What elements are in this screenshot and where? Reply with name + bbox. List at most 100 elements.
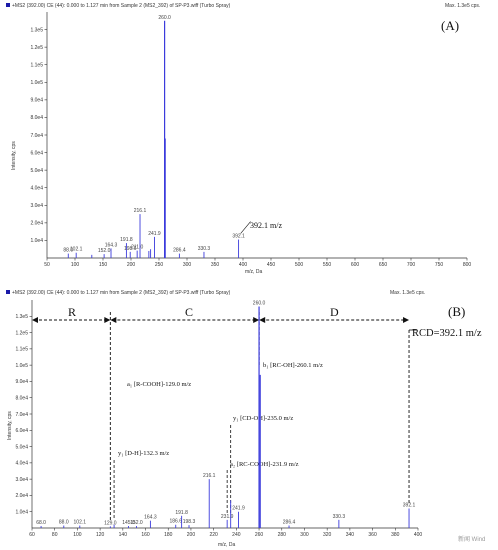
y-tick-label-a: 1.0e5	[30, 80, 43, 86]
peak-label-b: 231.9	[221, 514, 234, 520]
annotation-b-3: y₁ [D-H]-132.3 m/z	[118, 450, 169, 457]
y-tick-label-b: 9.0e4	[15, 379, 28, 385]
peak-label-a: 102.1	[70, 247, 83, 253]
peak-label-a: 152.0	[98, 248, 111, 254]
peak-label-a: 241.9	[148, 231, 161, 237]
peak-label-b: 145.0	[122, 520, 135, 526]
annotation-arrow-a	[240, 221, 251, 234]
x-tick-label-b: 260	[255, 532, 264, 538]
y-tick-label-a: 1.3e5	[30, 27, 43, 33]
peak-label-b: 68.0	[36, 520, 46, 526]
y-tick-label-b: 1.0e4	[15, 510, 28, 516]
ticks-b: 60 80 100 120 140 160 180 200 220 240 260 280 300 320…	[15, 300, 422, 538]
annotation-b-4: a₂ [RC-COOH]-231.9 m/z	[230, 461, 299, 468]
peak-label-a: 88.0	[63, 248, 73, 254]
panel-label-a: (A)	[441, 18, 459, 33]
peak-label-a: 191.8	[120, 237, 133, 243]
header-marker-a	[6, 3, 10, 7]
peak-label-b: 191.8	[175, 510, 188, 516]
x-tick-label-a: 800	[463, 262, 472, 268]
annotation-b-2: y₁ [CD-OH]-235.0 m/z	[233, 415, 293, 422]
peak-label-a: 164.3	[105, 242, 118, 248]
segment-d: D	[330, 305, 339, 319]
rcd-label: RCD=392.1 m/z	[412, 328, 482, 339]
peak-label-b: 88.0	[59, 520, 69, 526]
x-tick-label-b: 300	[300, 532, 309, 538]
y-tick-label-a: 1.2e5	[30, 45, 43, 51]
peak-label-b: 164.3	[144, 515, 157, 521]
max-label-a: Max. 1.3e5 cps.	[445, 3, 480, 9]
x-tick-label-a: 450	[267, 262, 276, 268]
x-tick-label-b: 160	[141, 532, 150, 538]
peak-label-b: 392.1	[403, 502, 416, 508]
y-tick-label-b: 2.0e4	[15, 493, 28, 499]
x-tick-label-b: 340	[346, 532, 355, 538]
x-tick-label-a: 200	[127, 262, 136, 268]
arrowhead-left	[110, 317, 117, 323]
y-tick-label-a: 7.0e4	[30, 133, 43, 139]
ticks-a: 50 100 150 200 250 300 350 400 450 500 550 600 650 70…	[30, 12, 471, 268]
y-tick-label-b: 7.0e4	[15, 412, 28, 418]
y-tick-label-b: 5.0e4	[15, 444, 28, 450]
annotation-b-1: b₁ [RC-OH]-260.1 m/z	[263, 362, 323, 369]
x-tick-label-b: 100	[73, 532, 82, 538]
peak-label-a: 330.3	[198, 246, 211, 252]
arrowhead-left	[32, 317, 38, 323]
x-tick-label-b: 380	[391, 532, 400, 538]
y-tick-label-a: 2.0e4	[30, 221, 43, 227]
annotation-a: 392.1 m/z	[250, 221, 282, 230]
y-tick-label-a: 6.0e4	[30, 150, 43, 156]
peak-label-a: 260.0	[158, 15, 171, 21]
y-tick-label-a: 4.0e4	[30, 186, 43, 192]
x-tick-label-b: 80	[52, 532, 58, 538]
ylabel-a: Intensity, cps	[11, 141, 17, 170]
y-tick-label-b: 1.2e5	[15, 330, 28, 336]
header-b: +MS2 (392.00) CE (44): 0.000 to 1.127 mi…	[12, 290, 231, 296]
peak-label-b: 129.0	[104, 520, 117, 526]
arrowhead-right	[253, 317, 260, 323]
panel-a: +MS2 (392.00) CE (44): 0.000 to 1.127 mi…	[6, 3, 480, 275]
x-tick-label-a: 500	[295, 262, 304, 268]
peak-label-a: 216.1	[134, 208, 147, 214]
x-tick-label-b: 220	[209, 532, 218, 538]
y-tick-label-b: 3.0e4	[15, 477, 28, 483]
y-tick-label-b: 6.0e4	[15, 428, 28, 434]
ylabel-b: Intensity, cps	[7, 411, 13, 440]
peak-label-b: 198.3	[183, 519, 196, 525]
y-tick-label-a: 9.0e4	[30, 98, 43, 104]
segment-c: C	[185, 305, 193, 319]
max-label-b: Max. 1.3e5 cps.	[390, 290, 425, 296]
xlabel-b: m/z, Da	[218, 542, 235, 548]
x-tick-label-b: 180	[164, 532, 173, 538]
arrowhead-left	[259, 317, 266, 323]
x-tick-label-a: 700	[407, 262, 416, 268]
xlabel-a: m/z, Da	[245, 269, 262, 275]
x-tick-label-a: 550	[323, 262, 332, 268]
segment-r: R	[68, 305, 76, 319]
x-tick-label-b: 60	[29, 532, 35, 538]
x-tick-label-b: 320	[323, 532, 332, 538]
panel-b: +MS2 (392.00) CE (44): 0.000 to 1.127 mi…	[6, 290, 482, 548]
peak-label-a: 286.4	[173, 248, 186, 254]
peak-label-a: 198.6	[124, 246, 137, 252]
annotation-b-0: a₁ [R-COOH]-129.0 m/z	[127, 381, 191, 388]
x-tick-label-a: 750	[435, 262, 444, 268]
x-tick-label-a: 400	[239, 262, 248, 268]
y-tick-label-a: 3.0e4	[30, 203, 43, 209]
y-tick-label-b: 8.0e4	[15, 396, 28, 402]
segment-overlay	[32, 312, 418, 520]
peak-label-b: 186.6	[169, 519, 182, 525]
y-tick-label-a: 1.0e4	[30, 238, 43, 244]
x-tick-label-a: 350	[211, 262, 220, 268]
x-tick-label-b: 200	[187, 532, 196, 538]
peak-label-b: 286.4	[283, 520, 296, 526]
x-tick-label-b: 240	[232, 532, 241, 538]
x-tick-label-b: 360	[368, 532, 377, 538]
panel-label-b: (B)	[448, 304, 465, 319]
x-tick-label-b: 140	[119, 532, 128, 538]
header-marker-b	[6, 290, 10, 294]
y-tick-label-a: 5.0e4	[30, 168, 43, 174]
peak-label-b: 330.3	[333, 514, 346, 520]
x-tick-label-a: 100	[71, 262, 80, 268]
